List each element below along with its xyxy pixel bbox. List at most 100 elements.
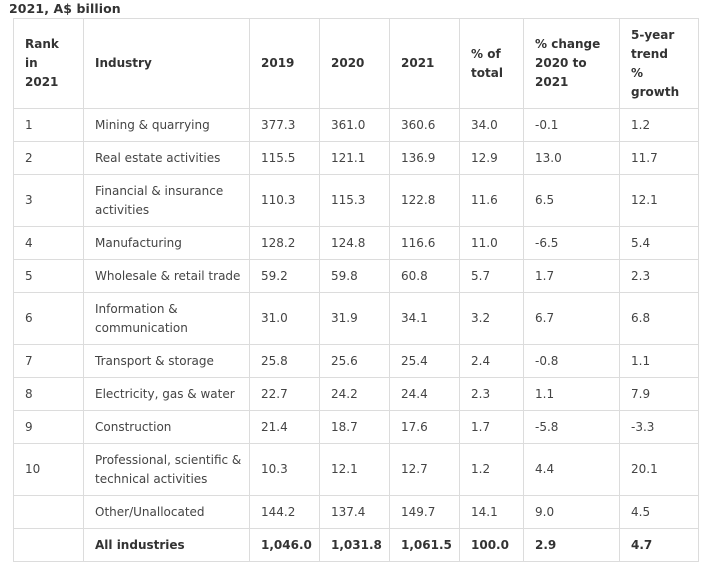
header-rank-line: in [25, 56, 38, 70]
cell-2019: 31.0 [249, 292, 320, 345]
cell-pct-total: 11.6 [459, 174, 524, 227]
cell-2020: 25.6 [319, 344, 390, 378]
header-pct-total: % of total [459, 18, 524, 109]
cell-pct-change: -6.5 [523, 226, 620, 260]
cell-industry: Mining & quarrying [83, 108, 250, 142]
cell-2019: 110.3 [249, 174, 320, 227]
cell-industry: Transport & storage [83, 344, 250, 378]
cell-rank: 7 [13, 344, 84, 378]
cell-2021: 360.6 [389, 108, 460, 142]
total-row: All industries 1,046.0 1,031.8 1,061.5 1… [13, 528, 699, 562]
cell-2020: 24.2 [319, 377, 390, 411]
header-rank-line: Rank [25, 37, 59, 51]
cell-pct-change: -0.1 [523, 108, 620, 142]
cell-2019: 21.4 [249, 410, 320, 444]
header-pct-total-line: % of [471, 46, 501, 61]
header-trend: 5-year trend % growth [619, 18, 699, 109]
table-row: 8 Electricity, gas & water 22.7 24.2 24.… [13, 377, 699, 411]
header-pct-change-line: % change [535, 37, 601, 51]
cell-2019: 377.3 [249, 108, 320, 142]
cell-pct-change: 9.0 [523, 495, 620, 529]
cell-trend: 1.2 [619, 108, 699, 142]
cell-pct-total: 11.0 [459, 226, 524, 260]
industry-line: Transport & storage [95, 353, 214, 368]
cell-pct-change: -0.8 [523, 344, 620, 378]
cell-rank [13, 528, 84, 562]
cell-2020: 31.9 [319, 292, 390, 345]
cell-2021: 25.4 [389, 344, 460, 378]
cell-2021: 1,061.5 [389, 528, 460, 562]
header-pct-change-line: 2020 to [535, 56, 587, 70]
cell-industry: Electricity, gas & water [83, 377, 250, 411]
cell-2019: 22.7 [249, 377, 320, 411]
cell-2019: 144.2 [249, 495, 320, 529]
industry-line: Mining & quarrying [95, 117, 210, 132]
cell-trend: 6.8 [619, 292, 699, 345]
header-trend-line: 5-year [631, 27, 675, 42]
cell-rank: 8 [13, 377, 84, 411]
cell-rank: 4 [13, 226, 84, 260]
cell-rank: 6 [13, 292, 84, 345]
cell-2020: 137.4 [319, 495, 390, 529]
cell-trend: 4.5 [619, 495, 699, 529]
cell-pct-change: -5.8 [523, 410, 620, 444]
cell-2019: 128.2 [249, 226, 320, 260]
header-pct-total-line: total [471, 65, 503, 80]
cell-2019: 10.3 [249, 443, 320, 496]
table-row: 5 Wholesale & retail trade 59.2 59.8 60.… [13, 259, 699, 293]
cell-pct-total: 1.7 [459, 410, 524, 444]
cell-trend: 7.9 [619, 377, 699, 411]
cell-2019: 1,046.0 [249, 528, 320, 562]
header-2019: 2019 [249, 18, 320, 109]
header-trend-line: trend [631, 46, 668, 61]
industry-line: Other/Unallocated [95, 504, 205, 519]
cell-2021: 17.6 [389, 410, 460, 444]
cell-2019: 115.5 [249, 141, 320, 175]
cell-trend: 11.7 [619, 141, 699, 175]
cell-rank: 5 [13, 259, 84, 293]
cell-industry: Information & communication [83, 292, 250, 345]
table-row: 9 Construction 21.4 18.7 17.6 1.7 -5.8 -… [13, 410, 699, 444]
cell-industry: Real estate activities [83, 141, 250, 175]
header-rank-line: 2021 [25, 75, 59, 89]
table-row: 10 Professional, scientific & technical … [13, 443, 699, 496]
cell-pct-change: 1.7 [523, 259, 620, 293]
cell-rank: 10 [13, 443, 84, 496]
header-rank: Rank in 2021 [13, 18, 84, 109]
cell-pct-change: 13.0 [523, 141, 620, 175]
table-caption: 2021, A$ billion [9, 1, 121, 16]
header-2020: 2020 [319, 18, 390, 109]
cell-2020: 124.8 [319, 226, 390, 260]
cell-2021: 149.7 [389, 495, 460, 529]
industry-line: Financial & insurance [95, 183, 224, 198]
cell-trend: 20.1 [619, 443, 699, 496]
cell-2021: 122.8 [389, 174, 460, 227]
industry-line: Electricity, gas & water [95, 386, 235, 401]
industry-line: activities [95, 202, 150, 217]
cell-industry: Professional, scientific & technical act… [83, 443, 250, 496]
cell-2019: 25.8 [249, 344, 320, 378]
header-2021: 2021 [389, 18, 460, 109]
cell-2020: 115.3 [319, 174, 390, 227]
cell-trend: 1.1 [619, 344, 699, 378]
cell-industry: Wholesale & retail trade [83, 259, 250, 293]
table-row: 1 Mining & quarrying 377.3 361.0 360.6 3… [13, 108, 699, 142]
cell-2020: 12.1 [319, 443, 390, 496]
cell-2020: 121.1 [319, 141, 390, 175]
industry-line: Professional, scientific & [95, 452, 242, 467]
industry-line: communication [95, 320, 188, 335]
cell-2021: 34.1 [389, 292, 460, 345]
header-pct-change: % change 2020 to 2021 [523, 18, 620, 109]
table-row: 3 Financial & insurance activities 110.3… [13, 174, 699, 227]
header-pct-change-line: 2021 [535, 75, 569, 89]
cell-pct-total: 2.4 [459, 344, 524, 378]
table-row: Other/Unallocated 144.2 137.4 149.7 14.1… [13, 495, 699, 529]
header-industry: Industry [83, 18, 250, 109]
cell-pct-total: 100.0 [459, 528, 524, 562]
cell-2020: 1,031.8 [319, 528, 390, 562]
cell-industry: Other/Unallocated [83, 495, 250, 529]
cell-pct-change: 2.9 [523, 528, 620, 562]
cell-rank: 9 [13, 410, 84, 444]
industry-line: Real estate activities [95, 150, 221, 165]
header-row: Rank in 2021 Industry 2019 2020 2021 % o… [13, 18, 699, 109]
